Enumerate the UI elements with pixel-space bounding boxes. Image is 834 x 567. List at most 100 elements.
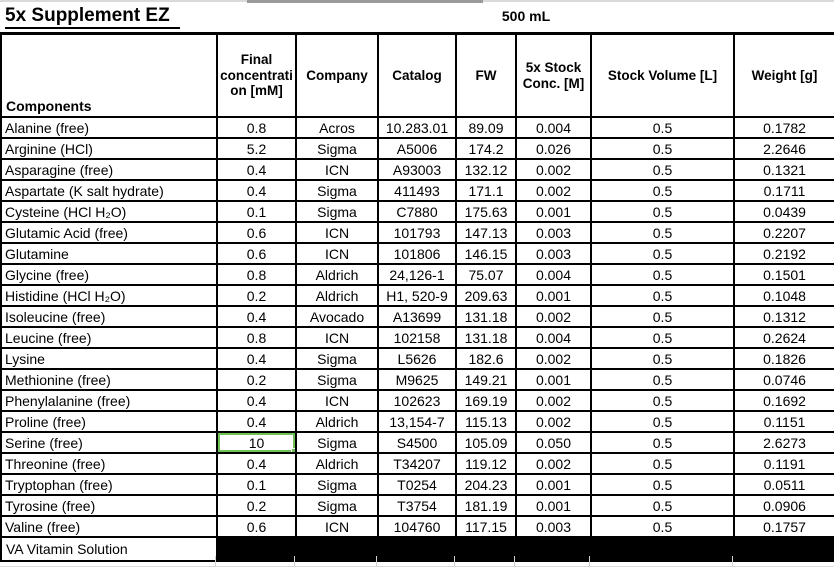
cell-component[interactable]: Valine (free)	[0, 515, 218, 538]
cell-stock-conc[interactable]: 0.003	[515, 242, 592, 265]
cell-catalog[interactable]: 102158	[377, 326, 457, 349]
cell-stock-volume[interactable]: 0.5	[590, 368, 735, 391]
cell-stock-conc[interactable]: 0.050	[515, 431, 592, 454]
cell-fw[interactable]: 174.2	[455, 137, 517, 160]
cell-component[interactable]: Methionine (free)	[0, 368, 218, 391]
cell-fw[interactable]: 181.19	[455, 494, 517, 517]
cell-weight[interactable]: 0.1501	[732, 263, 834, 286]
cell-company[interactable]: Sigma	[295, 431, 379, 454]
cell-stock-conc[interactable]: 0.004	[515, 263, 592, 286]
cell-fw[interactable]: 175.63	[455, 200, 517, 223]
cell-final-concentration[interactable]: 0.4	[216, 410, 297, 433]
cell-catalog[interactable]: A13699	[377, 305, 457, 328]
cell-stock-volume[interactable]: 0.5	[590, 305, 735, 328]
cell-weight[interactable]: 0.0511	[732, 473, 834, 496]
cell-final-concentration[interactable]: 5.2	[216, 137, 297, 160]
cell-company[interactable]: Sigma	[295, 179, 379, 202]
cell-company[interactable]: ICN	[295, 242, 379, 265]
cell-stock-conc[interactable]: 0.001	[515, 284, 592, 307]
cell-weight[interactable]: 0.1191	[732, 452, 834, 475]
cell-final-concentration[interactable]: 10	[216, 431, 297, 454]
cell-company[interactable]: ICN	[295, 158, 379, 181]
cell-fw[interactable]: 105.09	[455, 431, 517, 454]
cell-component[interactable]: Glutamic Acid (free)	[0, 221, 218, 244]
cell-weight[interactable]: 0.2192	[732, 242, 834, 265]
cell-catalog[interactable]: 13,154-7	[377, 410, 457, 433]
cell-stock-conc[interactable]: 0.002	[515, 347, 592, 370]
cell-component[interactable]: Phenylalanine (free)	[0, 389, 218, 412]
cell-stock-volume[interactable]: 0.5	[590, 137, 735, 160]
cell-stock-conc[interactable]: 0.003	[515, 515, 592, 538]
cell-final-concentration[interactable]: 0.8	[216, 116, 297, 139]
cell-stock-conc[interactable]: 0.002	[515, 452, 592, 475]
cell-stock-conc[interactable]: 0.004	[515, 326, 592, 349]
cell-catalog[interactable]: A93003	[377, 158, 457, 181]
cell-company[interactable]: Sigma	[295, 200, 379, 223]
cell-company[interactable]: Sigma	[295, 368, 379, 391]
cell-final-concentration[interactable]: 0.6	[216, 242, 297, 265]
cell-company[interactable]: Acros	[295, 116, 379, 139]
cell-final-concentration[interactable]: 0.4	[216, 305, 297, 328]
cell-final-concentration[interactable]: 0.8	[216, 263, 297, 286]
cell-company[interactable]: Sigma	[295, 473, 379, 496]
cell-catalog[interactable]: A5006	[377, 137, 457, 160]
cell-stock-conc[interactable]: 0.002	[515, 389, 592, 412]
cell-stock-volume[interactable]: 0.5	[590, 158, 735, 181]
cell-catalog[interactable]: 101806	[377, 242, 457, 265]
cell-stock-volume[interactable]: 0.5	[590, 473, 735, 496]
cell-stock-conc[interactable]: 0.001	[515, 494, 592, 517]
cell-final-concentration[interactable]: 0.2	[216, 368, 297, 391]
cell-va-vitamin-solution[interactable]: VA Vitamin Solution	[0, 536, 218, 562]
cell-weight[interactable]: 0.2624	[732, 326, 834, 349]
cell-component[interactable]: Serine (free)	[0, 431, 218, 454]
column-header-components[interactable]: Components	[0, 32, 218, 118]
cell-final-concentration[interactable]: 0.1	[216, 473, 297, 496]
cell-component[interactable]: Glycine (free)	[0, 263, 218, 286]
cell-stock-volume[interactable]: 0.5	[590, 242, 735, 265]
cell-fw[interactable]: 182.6	[455, 347, 517, 370]
cell-company[interactable]: Sigma	[295, 347, 379, 370]
cell-catalog[interactable]: C7880	[377, 200, 457, 223]
cell-fw[interactable]: 89.09	[455, 116, 517, 139]
column-header-company[interactable]: Company	[295, 32, 379, 118]
filled-black-region[interactable]	[215, 536, 834, 562]
cell-final-concentration[interactable]: 0.4	[216, 389, 297, 412]
cell-stock-volume[interactable]: 0.5	[590, 179, 735, 202]
cell-company[interactable]: Avocado	[295, 305, 379, 328]
cell-final-concentration[interactable]: 0.4	[216, 158, 297, 181]
cell-stock-volume[interactable]: 0.5	[590, 431, 735, 454]
cell-stock-volume[interactable]: 0.5	[590, 494, 735, 517]
column-header-weight[interactable]: Weight [g]	[732, 32, 834, 118]
cell-fw[interactable]: 132.12	[455, 158, 517, 181]
column-header-stock-conc[interactable]: 5x Stock Conc. [M]	[515, 32, 592, 118]
cell-weight[interactable]: 0.2207	[732, 221, 834, 244]
cell-fw[interactable]: 75.07	[455, 263, 517, 286]
cell-component[interactable]: Lysine	[0, 347, 218, 370]
cell-stock-volume[interactable]: 0.5	[590, 263, 735, 286]
column-header-stock-volume[interactable]: Stock Volume [L]	[590, 32, 735, 118]
cell-stock-conc[interactable]: 0.002	[515, 158, 592, 181]
cell-fw[interactable]: 204.23	[455, 473, 517, 496]
cell-final-concentration[interactable]: 0.4	[216, 452, 297, 475]
cell-weight[interactable]: 0.1692	[732, 389, 834, 412]
cell-fw[interactable]: 117.15	[455, 515, 517, 538]
cell-stock-volume[interactable]: 0.5	[590, 116, 735, 139]
cell-catalog[interactable]: 24,126-1	[377, 263, 457, 286]
cell-fw[interactable]: 146.15	[455, 242, 517, 265]
cell-stock-conc[interactable]: 0.026	[515, 137, 592, 160]
cell-catalog[interactable]: T34207	[377, 452, 457, 475]
cell-catalog[interactable]: T3754	[377, 494, 457, 517]
cell-final-concentration[interactable]: 0.1	[216, 200, 297, 223]
cell-stock-volume[interactable]: 0.5	[590, 452, 735, 475]
cell-company[interactable]: Aldrich	[295, 452, 379, 475]
cell-component[interactable]: Threonine (free)	[0, 452, 218, 475]
cell-catalog[interactable]: M9625	[377, 368, 457, 391]
column-header-fw[interactable]: FW	[455, 32, 517, 118]
cell-fw[interactable]: 119.12	[455, 452, 517, 475]
cell-component[interactable]: Histidine (HCl H₂O)	[0, 284, 218, 307]
cell-stock-volume[interactable]: 0.5	[590, 515, 735, 538]
cell-fw[interactable]: 131.18	[455, 305, 517, 328]
cell-fw[interactable]: 171.1	[455, 179, 517, 202]
cell-weight[interactable]: 0.1711	[732, 179, 834, 202]
cell-stock-conc[interactable]: 0.003	[515, 221, 592, 244]
